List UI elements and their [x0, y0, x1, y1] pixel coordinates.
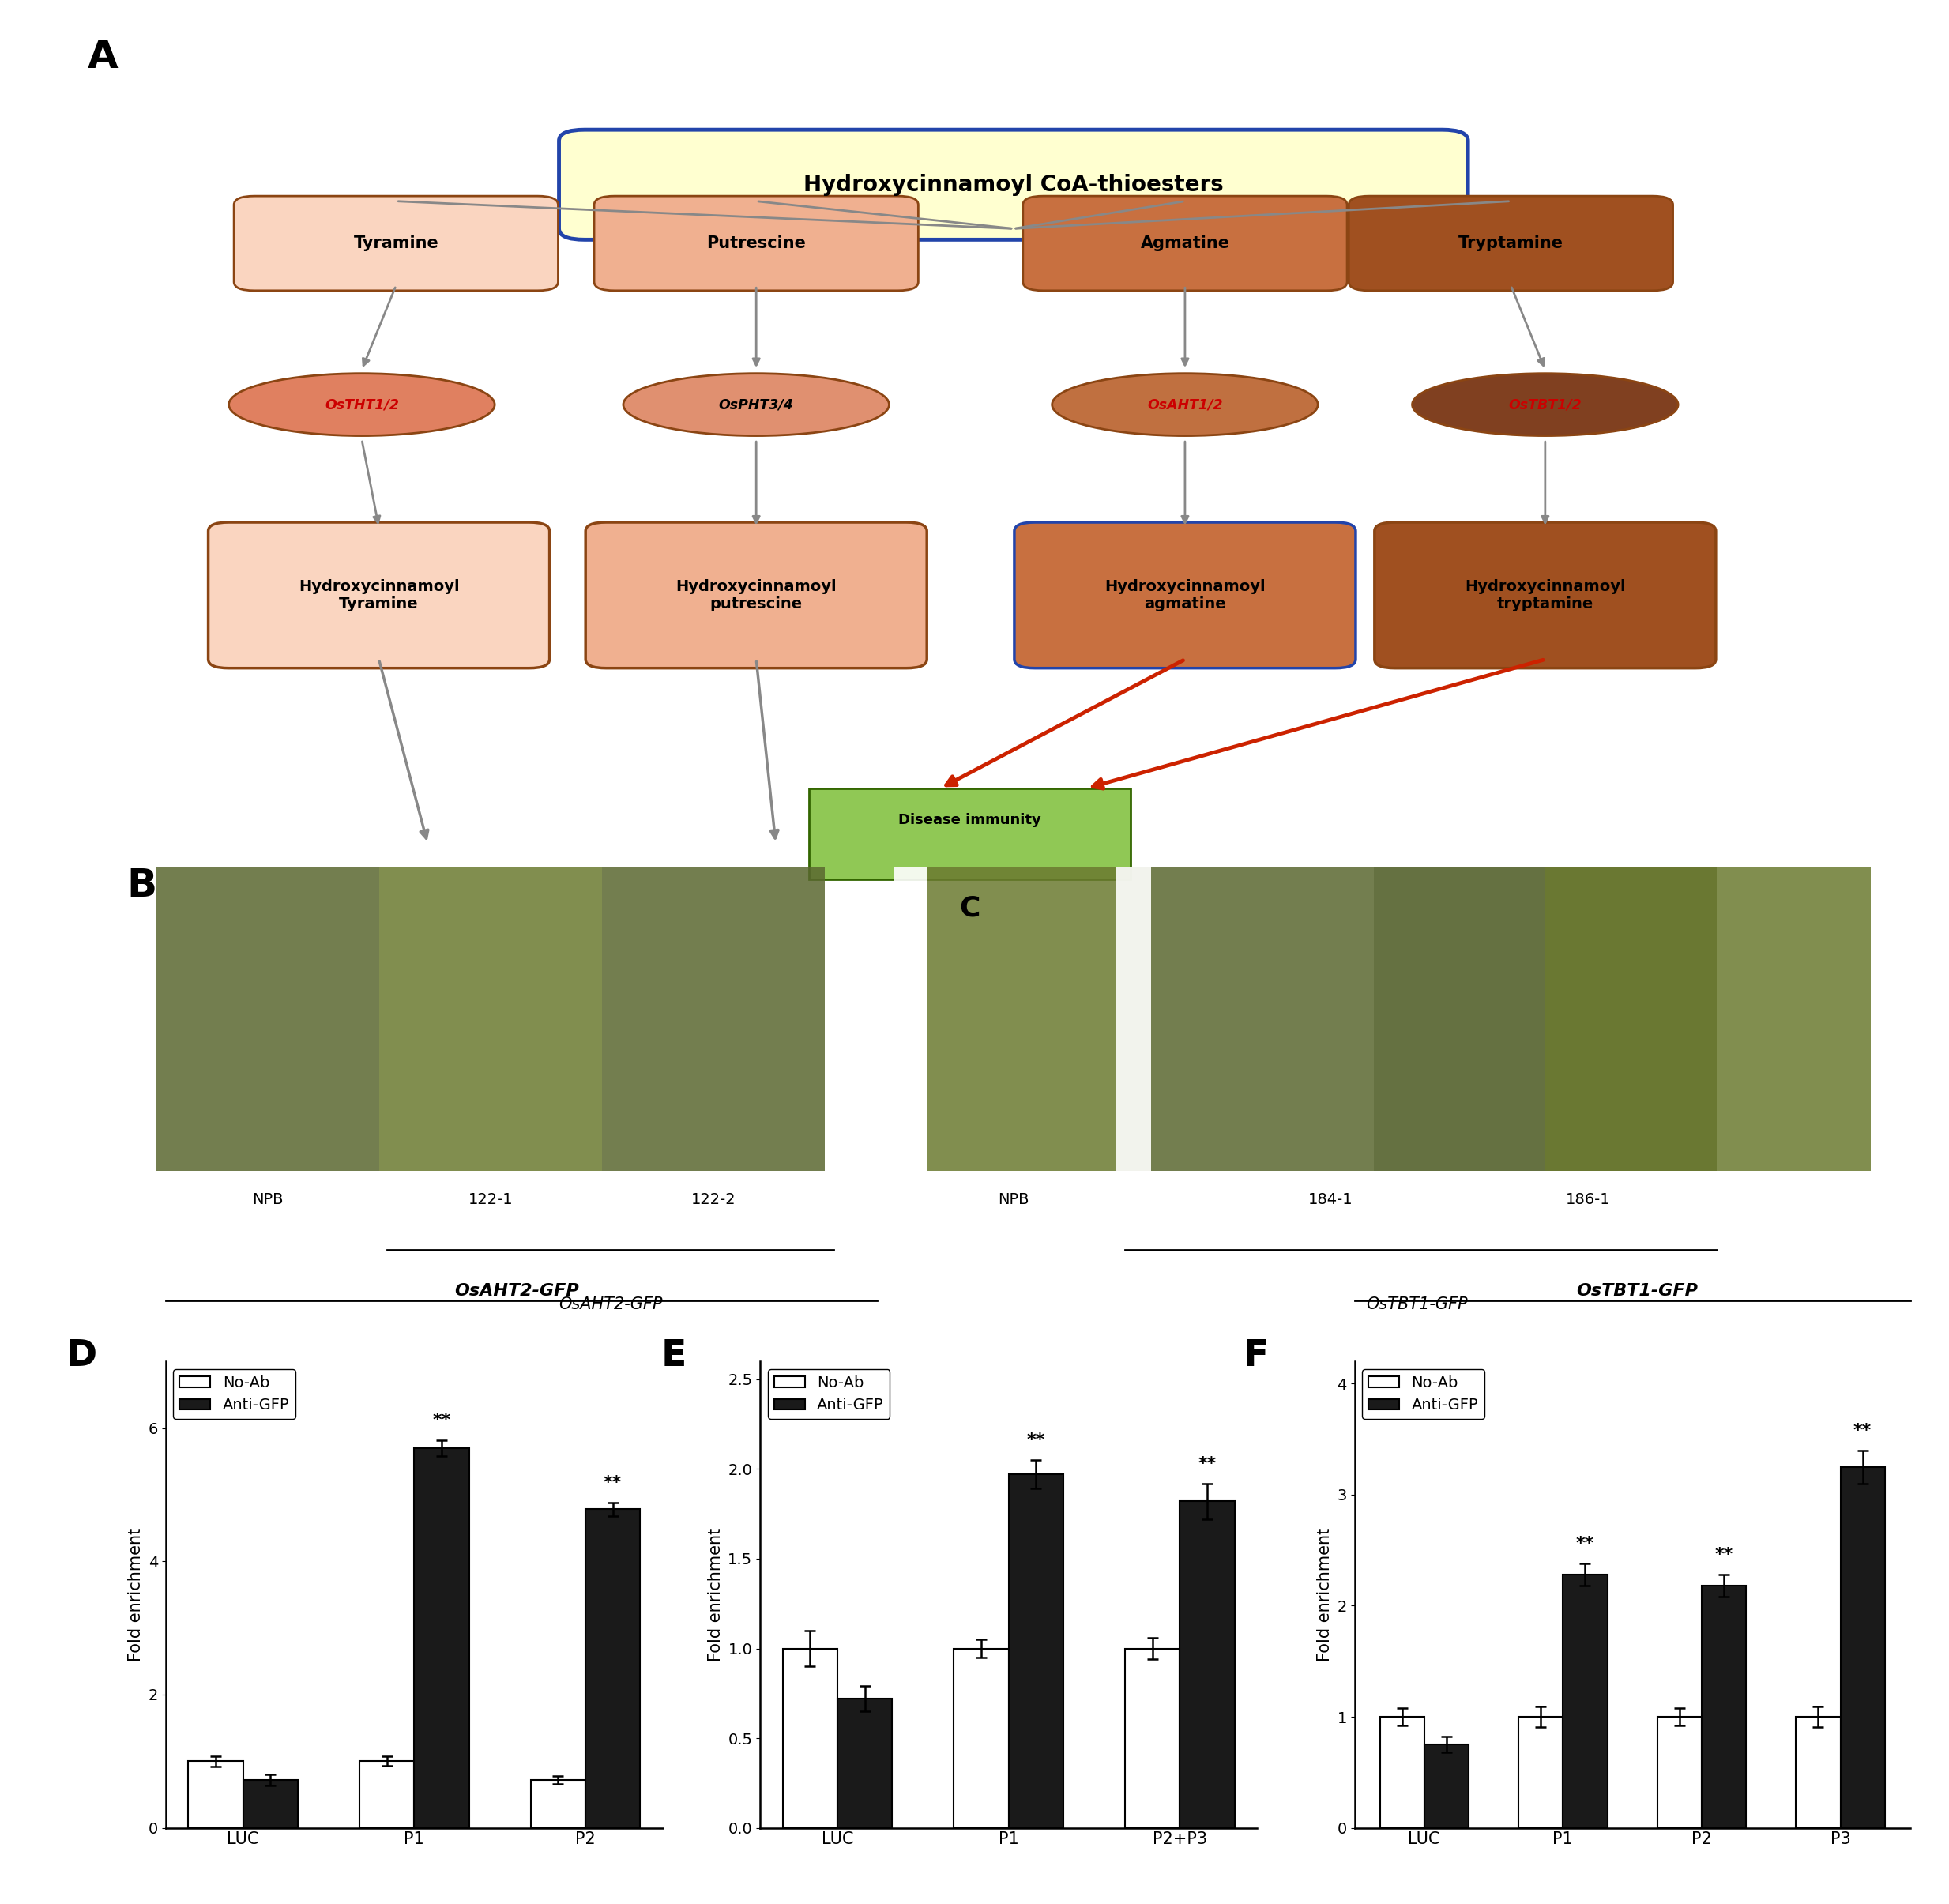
FancyBboxPatch shape — [234, 196, 557, 291]
Bar — [156, 866, 378, 1171]
Bar — [928, 866, 1150, 1171]
Text: **: ** — [1715, 1548, 1733, 1563]
Text: OsAHT2-GFP: OsAHT2-GFP — [454, 1283, 579, 1299]
Bar — [1374, 866, 1717, 1171]
Text: **: ** — [604, 1476, 622, 1491]
Text: Hydroxycinnamoyl CoA-thioesters: Hydroxycinnamoyl CoA-thioesters — [803, 173, 1224, 196]
Bar — [783, 1649, 838, 1828]
Legend: No-Ab, Anti-GFP: No-Ab, Anti-GFP — [1362, 1369, 1485, 1418]
Text: **: ** — [1027, 1432, 1045, 1449]
FancyBboxPatch shape — [1349, 196, 1672, 291]
FancyBboxPatch shape — [809, 788, 1130, 880]
Bar — [1657, 1717, 1701, 1828]
Bar — [1840, 1466, 1885, 1828]
Y-axis label: Fold enrichment: Fold enrichment — [129, 1527, 144, 1662]
Text: **: ** — [433, 1413, 450, 1428]
Text: OsTBT1/2: OsTBT1/2 — [1509, 398, 1583, 411]
FancyBboxPatch shape — [559, 129, 1468, 240]
Text: OsTBT1-GFP: OsTBT1-GFP — [1577, 1283, 1698, 1299]
FancyBboxPatch shape — [1374, 522, 1715, 668]
Bar — [244, 1780, 298, 1828]
Text: OsTBT1-GFP: OsTBT1-GFP — [1366, 1297, 1468, 1312]
Text: OsAHT1/2: OsAHT1/2 — [1148, 398, 1222, 411]
Text: 122-1: 122-1 — [468, 1192, 513, 1207]
Bar — [1179, 1500, 1234, 1828]
Text: C: C — [959, 895, 980, 922]
Ellipse shape — [228, 373, 495, 436]
FancyBboxPatch shape — [594, 196, 918, 291]
Bar — [1425, 1744, 1470, 1828]
Text: Hydroxycinnamoyl
tryptamine: Hydroxycinnamoyl tryptamine — [1466, 579, 1625, 611]
Text: E: E — [661, 1339, 686, 1373]
Bar — [359, 1761, 415, 1828]
Text: A: A — [88, 38, 119, 76]
FancyBboxPatch shape — [1013, 522, 1357, 668]
Text: Putrescine: Putrescine — [706, 236, 807, 251]
Legend: No-Ab, Anti-GFP: No-Ab, Anti-GFP — [173, 1369, 296, 1418]
Text: 184-1: 184-1 — [1308, 1192, 1353, 1207]
Ellipse shape — [624, 373, 889, 436]
FancyBboxPatch shape — [1023, 196, 1347, 291]
Bar — [953, 1649, 1010, 1828]
Bar — [838, 1698, 893, 1828]
Bar — [1795, 1717, 1840, 1828]
Bar — [1150, 866, 1374, 1171]
Legend: No-Ab, Anti-GFP: No-Ab, Anti-GFP — [768, 1369, 891, 1418]
Text: Tryptamine: Tryptamine — [1458, 236, 1563, 251]
FancyBboxPatch shape — [585, 522, 928, 668]
Text: 122-2: 122-2 — [692, 1192, 735, 1207]
Bar — [415, 1449, 470, 1828]
Text: Hydroxycinnamoyl
Tyramine: Hydroxycinnamoyl Tyramine — [298, 579, 460, 611]
Y-axis label: Fold enrichment: Fold enrichment — [1318, 1527, 1333, 1662]
Bar — [189, 1761, 244, 1828]
Bar — [893, 866, 928, 1171]
Text: OsPHT3/4: OsPHT3/4 — [719, 398, 793, 411]
Text: Disease immunity: Disease immunity — [898, 813, 1041, 828]
Text: Hydroxycinnamoyl
agmatine: Hydroxycinnamoyl agmatine — [1105, 579, 1265, 611]
FancyBboxPatch shape — [209, 522, 550, 668]
Text: Tyramine: Tyramine — [353, 236, 439, 251]
Text: B: B — [127, 866, 156, 904]
Bar — [1701, 1586, 1746, 1828]
Text: NPB: NPB — [998, 1192, 1029, 1207]
Bar — [1563, 1575, 1608, 1828]
Bar — [1546, 866, 1871, 1171]
Text: F: F — [1243, 1339, 1269, 1373]
Bar — [602, 866, 824, 1171]
Bar — [1380, 1717, 1425, 1828]
Ellipse shape — [1413, 373, 1678, 436]
Text: **: ** — [1199, 1457, 1216, 1472]
Y-axis label: Fold enrichment: Fold enrichment — [707, 1527, 723, 1662]
Text: Hydroxycinnamoyl
putrescine: Hydroxycinnamoyl putrescine — [676, 579, 836, 611]
Text: OsTHT1/2: OsTHT1/2 — [325, 398, 400, 411]
Text: Agmatine: Agmatine — [1140, 236, 1230, 251]
Bar — [585, 1510, 639, 1828]
Bar — [1518, 1717, 1563, 1828]
Bar — [1117, 866, 1150, 1171]
Bar — [378, 866, 602, 1171]
Text: **: ** — [1577, 1537, 1594, 1552]
Text: 186-1: 186-1 — [1565, 1192, 1610, 1207]
Text: D: D — [66, 1339, 97, 1373]
Bar — [530, 1780, 585, 1828]
Bar — [1125, 1649, 1179, 1828]
Text: **: ** — [1853, 1422, 1871, 1439]
Ellipse shape — [1052, 373, 1318, 436]
Bar — [1010, 1474, 1064, 1828]
Text: NPB: NPB — [251, 1192, 283, 1207]
Text: OsAHT2-GFP: OsAHT2-GFP — [559, 1297, 663, 1312]
